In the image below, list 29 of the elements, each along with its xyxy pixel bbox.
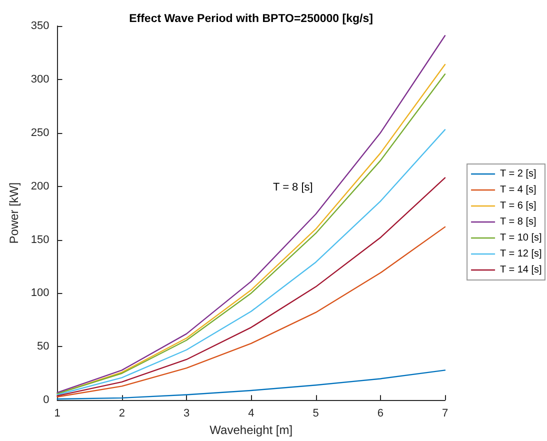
legend-label: T = 4 [s] <box>500 184 536 196</box>
chart-title: Effect Wave Period with BPTO=250000 [kg/s] <box>129 13 374 25</box>
x-tick-label: 4 <box>248 408 254 420</box>
line-series <box>56 226 446 398</box>
x-tick-label: 6 <box>377 408 384 420</box>
legend-label: T = 14 [s] <box>500 264 542 276</box>
y-tick-label: 250 <box>30 126 50 139</box>
x-tick-label: 2 <box>118 408 125 420</box>
x-axis-title: Waveheight [m] <box>210 423 293 437</box>
x-tick-label: 7 <box>442 408 448 420</box>
y-tick-label: 300 <box>30 73 50 86</box>
legend-label: T = 12 [s] <box>500 248 542 260</box>
y-axis-title: Power [kW] <box>7 182 21 244</box>
y-tick-label: 100 <box>30 287 50 300</box>
line-series <box>56 129 446 396</box>
x-tick-label: 3 <box>183 408 190 420</box>
annotation: T = 8 [s] <box>273 182 313 194</box>
y-tick-label: 200 <box>30 180 50 192</box>
y-tick-label: 350 <box>30 20 50 32</box>
y-tick-label: 150 <box>30 234 50 246</box>
x-tick-label: 5 <box>312 408 319 420</box>
y-tick-label: 50 <box>37 340 50 353</box>
legend-label: T = 6 [s] <box>500 200 536 212</box>
y-tick-label: 0 <box>43 394 50 406</box>
legend-label: T = 10 [s] <box>500 232 542 244</box>
line-series <box>56 177 446 396</box>
legend-label: T = 2 [s] <box>500 168 536 180</box>
legend-label: T = 8 [s] <box>500 216 536 228</box>
x-tick-label: 1 <box>54 408 60 420</box>
